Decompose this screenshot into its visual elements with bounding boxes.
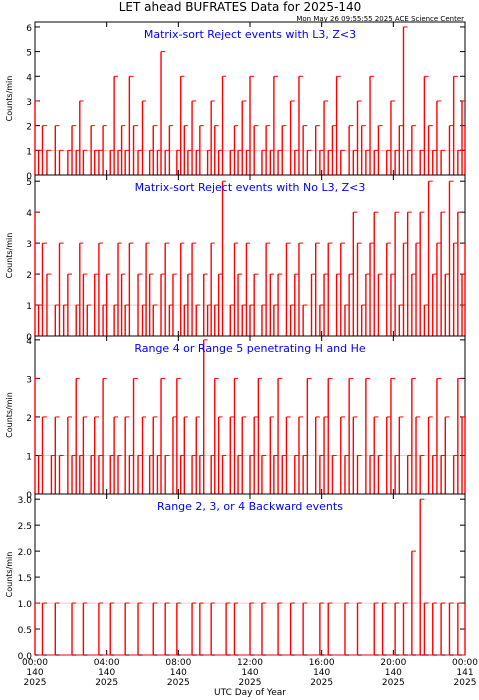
panel-1-ytick-label: 1 — [26, 147, 32, 157]
panel-4-ytick-label: 2.5 — [18, 522, 32, 532]
panel-1-ytick-label: 4 — [26, 73, 32, 83]
panel-2-ytick-label: 0 — [26, 333, 32, 343]
panel-4-ytick-label: 0.0 — [18, 652, 33, 662]
panel-2-ytick-label: 3 — [26, 240, 32, 250]
panel-2-title: Matrix-sort Reject events with No L3, Z<… — [135, 181, 366, 194]
panel-1-ylabel: Counts/min — [5, 76, 14, 122]
xtick-time-label: 04:00 — [94, 658, 120, 668]
panel-4-ylabel: Counts/min — [5, 552, 14, 598]
panel-3-ytick-label: 3 — [26, 375, 32, 385]
panel-2-ytick-label: 4 — [26, 209, 32, 219]
xtick-year-label: 2025 — [454, 678, 477, 688]
x-axis-label: UTC Day of Year — [214, 688, 286, 698]
xtick-year-label: 2025 — [239, 678, 262, 688]
panel-3-ylabel: Counts/min — [5, 392, 14, 438]
panel-3-ytick-label: 4 — [26, 337, 32, 347]
xtick-time-label: 20:00 — [380, 658, 406, 668]
main-title: LET ahead BUFRATES Data for 2025-140 — [119, 0, 361, 14]
panel-4-ytick-label: 1.0 — [18, 600, 33, 610]
panel-4-ytick-label: 2.0 — [18, 548, 33, 558]
panel-1-ytick-label: 5 — [26, 49, 32, 59]
panel-2-ylabel: Counts/min — [5, 233, 14, 279]
panel-3-title: Range 4 or Range 5 penetrating H and He — [134, 342, 366, 355]
panel-2-ytick-label: 1 — [26, 302, 32, 312]
panel-4-ytick-label: 1.5 — [18, 574, 32, 584]
xtick-time-label: 00:00 — [22, 658, 48, 668]
xtick-day-label: 140 — [313, 668, 330, 678]
xtick-day-label: 140 — [385, 668, 402, 678]
panel-4-ytick-label: 3.0 — [18, 496, 33, 506]
panel-4-ytick-label: 0.5 — [18, 626, 32, 636]
panel-4-title: Range 2, 3, or 4 Backward events — [157, 500, 343, 513]
xtick-year-label: 2025 — [95, 678, 118, 688]
panels: 0 1 2 3 4 5 6 Counts/min Matrix-sort Reject even… — [5, 21, 478, 688]
panel-1-ytick-label: 2 — [26, 123, 32, 133]
panel-3-ytick-label: 0 — [26, 491, 32, 501]
panel-1-ytick-label: 3 — [26, 98, 32, 108]
timestamp: Mon May 26 09:55:55 2025 ACE Science Cen… — [296, 15, 464, 23]
xtick-time-label: 16:00 — [309, 658, 335, 668]
panel-1-title: Matrix-sort Reject events with L3, Z<3 — [144, 28, 356, 41]
xtick-day-label: 140 — [241, 668, 258, 678]
xtick-day-label: 140 — [170, 668, 187, 678]
panel-1-ytick-label: 0 — [26, 172, 32, 182]
xtick-time-label: 00:00 — [452, 658, 478, 668]
xtick-day-label: 141 — [456, 668, 473, 678]
xtick-time-label: 12:00 — [237, 658, 263, 668]
xtick-year-label: 2025 — [24, 678, 47, 688]
panel-2-ytick-label: 2 — [26, 271, 32, 281]
xtick-year-label: 2025 — [382, 678, 405, 688]
panel-2-ytick-label: 5 — [26, 178, 32, 188]
xtick-time-label: 08:00 — [165, 658, 191, 668]
xtick-day-label: 140 — [26, 668, 43, 678]
xtick-year-label: 2025 — [167, 678, 190, 688]
xtick-year-label: 2025 — [310, 678, 333, 688]
xtick-day-label: 140 — [98, 668, 115, 678]
panel-3-ytick-label: 1 — [26, 452, 32, 462]
panel-3-ytick-label: 2 — [26, 414, 32, 424]
panel-1-ytick-label: 6 — [26, 24, 32, 34]
